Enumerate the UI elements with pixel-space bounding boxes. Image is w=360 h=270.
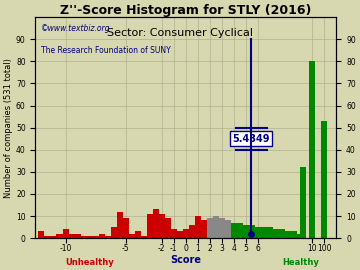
Bar bbox=[177, 231, 183, 238]
Text: ©www.textbiz.org: ©www.textbiz.org bbox=[41, 24, 111, 33]
Bar bbox=[129, 234, 135, 238]
Bar bbox=[195, 216, 201, 238]
Bar bbox=[237, 223, 243, 238]
Bar bbox=[189, 225, 195, 238]
Bar bbox=[309, 61, 315, 238]
Bar bbox=[213, 216, 219, 238]
Bar bbox=[147, 214, 153, 238]
Bar bbox=[75, 234, 81, 238]
Text: 5.4349: 5.4349 bbox=[233, 134, 270, 144]
Bar bbox=[207, 218, 213, 238]
Bar bbox=[219, 218, 225, 238]
Bar bbox=[135, 231, 141, 238]
Bar bbox=[183, 229, 189, 238]
Bar bbox=[93, 236, 99, 238]
Bar bbox=[243, 225, 249, 238]
Bar bbox=[297, 234, 303, 238]
Bar bbox=[141, 236, 147, 238]
Bar bbox=[171, 229, 177, 238]
Bar bbox=[63, 229, 68, 238]
Bar bbox=[50, 236, 57, 238]
Bar bbox=[291, 231, 297, 238]
Bar bbox=[68, 234, 75, 238]
Bar bbox=[249, 225, 255, 238]
Bar bbox=[111, 227, 117, 238]
Text: Healthy: Healthy bbox=[282, 258, 319, 267]
Bar bbox=[225, 220, 231, 238]
Bar bbox=[123, 218, 129, 238]
Bar bbox=[39, 231, 44, 238]
Bar bbox=[44, 236, 50, 238]
Bar bbox=[165, 218, 171, 238]
Bar bbox=[255, 227, 261, 238]
Bar bbox=[153, 210, 159, 238]
X-axis label: Score: Score bbox=[170, 255, 201, 265]
Bar bbox=[99, 234, 105, 238]
Bar bbox=[231, 223, 237, 238]
Title: Z''-Score Histogram for STLY (2016): Z''-Score Histogram for STLY (2016) bbox=[60, 4, 311, 17]
Bar bbox=[261, 227, 267, 238]
Bar bbox=[81, 236, 86, 238]
Bar bbox=[86, 236, 93, 238]
Bar bbox=[201, 220, 207, 238]
Bar bbox=[159, 214, 165, 238]
Bar bbox=[321, 121, 327, 238]
Text: The Research Foundation of SUNY: The Research Foundation of SUNY bbox=[41, 46, 171, 55]
Bar bbox=[267, 227, 273, 238]
Bar bbox=[117, 212, 123, 238]
Bar bbox=[273, 229, 279, 238]
Bar bbox=[279, 229, 285, 238]
Bar bbox=[285, 231, 291, 238]
Bar bbox=[300, 167, 306, 238]
Bar bbox=[57, 234, 63, 238]
Bar bbox=[105, 236, 111, 238]
Text: Unhealthy: Unhealthy bbox=[65, 258, 114, 267]
Text: Sector: Consumer Cyclical: Sector: Consumer Cyclical bbox=[107, 28, 253, 38]
Y-axis label: Number of companies (531 total): Number of companies (531 total) bbox=[4, 58, 13, 198]
